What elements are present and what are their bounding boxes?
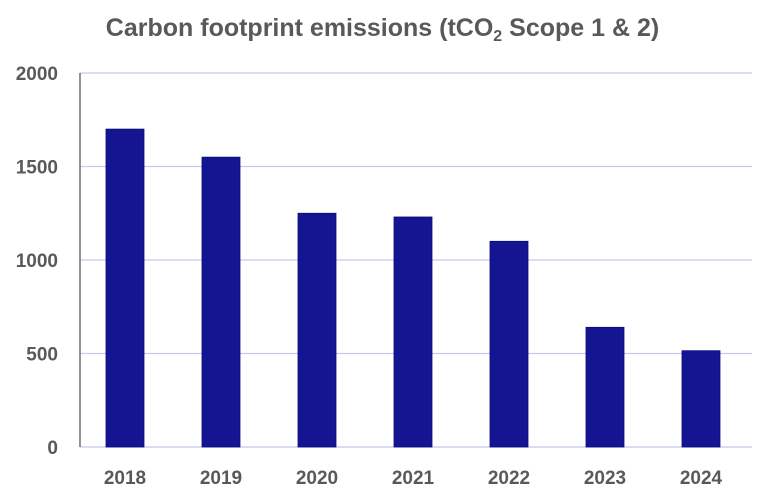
bar-2018 <box>105 128 145 448</box>
x-tick-label: 2020 <box>296 468 338 489</box>
y-tick-label: 1500 <box>16 158 58 179</box>
chart-title: Carbon footprint emissions (tCO2 Scope 1… <box>0 14 765 46</box>
x-tick-label: 2024 <box>680 468 723 489</box>
x-tick-label: 2018 <box>104 468 146 489</box>
y-tick-label: 1000 <box>16 251 58 272</box>
bar-2019 <box>201 156 241 448</box>
title-suffix: Scope 1 & 2) <box>502 14 660 42</box>
title-subscript: 2 <box>493 28 503 45</box>
y-tick-label: 0 <box>47 438 58 459</box>
bar-2021 <box>393 216 433 448</box>
bar-2023 <box>585 326 625 448</box>
x-tick-label: 2021 <box>392 468 435 489</box>
x-tick-label: 2019 <box>200 468 242 489</box>
y-tick-label: 2000 <box>16 64 58 85</box>
bar-2024 <box>681 350 721 448</box>
bar-2020 <box>297 212 337 448</box>
bar-2022 <box>489 240 529 448</box>
y-tick-label: 500 <box>26 345 58 366</box>
x-tick-label: 2023 <box>584 468 626 489</box>
x-tick-label: 2022 <box>488 468 530 489</box>
title-main: Carbon footprint emissions (tCO <box>105 14 494 42</box>
